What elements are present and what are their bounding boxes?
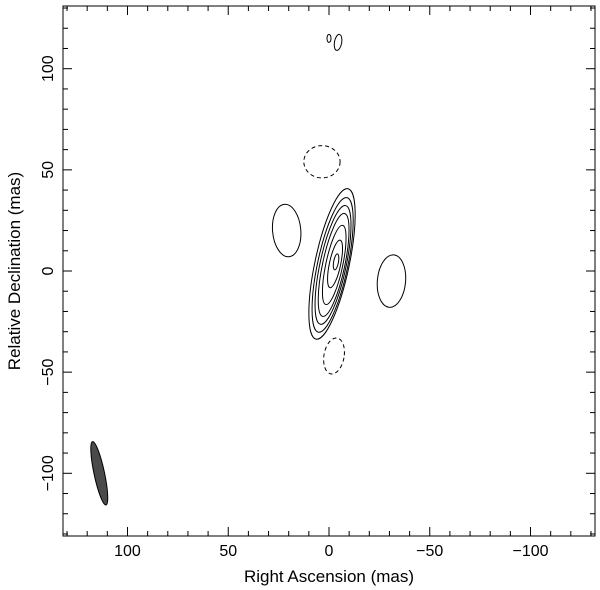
contour-west-lobe <box>376 254 407 308</box>
contour-core-3 <box>314 205 352 325</box>
contour-core-4 <box>317 212 350 317</box>
x-tick-label: −100 <box>512 543 548 560</box>
x-tick-label: −50 <box>416 543 443 560</box>
contours-layer <box>271 33 407 375</box>
x-tick-label: 0 <box>325 543 334 560</box>
y-tick-label: 100 <box>40 55 57 82</box>
beam-layer <box>90 441 109 506</box>
x-axis-label: Right Ascension (mas) <box>244 567 414 586</box>
contour-north-dashed <box>303 145 341 179</box>
y-tick-label: −100 <box>40 455 57 491</box>
beam-ellipse <box>90 441 109 506</box>
y-tick-label: −50 <box>40 358 57 385</box>
y-tick-label: 0 <box>40 266 57 275</box>
y-tick-label: 50 <box>40 161 57 179</box>
x-tick-label: 100 <box>114 543 141 560</box>
plot-frame <box>62 5 596 537</box>
y-axis-label: Relative Declination (mas) <box>5 172 24 370</box>
contour-core-5 <box>321 224 347 306</box>
contour-east-lobe <box>271 203 302 258</box>
contour-core-7 <box>332 253 340 271</box>
contour-core-2 <box>311 197 354 333</box>
contour-north-small-2 <box>326 33 332 43</box>
contour-core-6 <box>327 239 344 289</box>
ticks-layer <box>63 6 595 536</box>
x-tick-label: 50 <box>219 543 237 560</box>
contour-north-small-1 <box>333 33 343 51</box>
tick-labels: 100 50 0 −50 −100 100 50 0 −50 −100 <box>40 55 549 560</box>
contour-south-dashed <box>323 337 345 375</box>
contour-core-1 <box>308 188 356 340</box>
